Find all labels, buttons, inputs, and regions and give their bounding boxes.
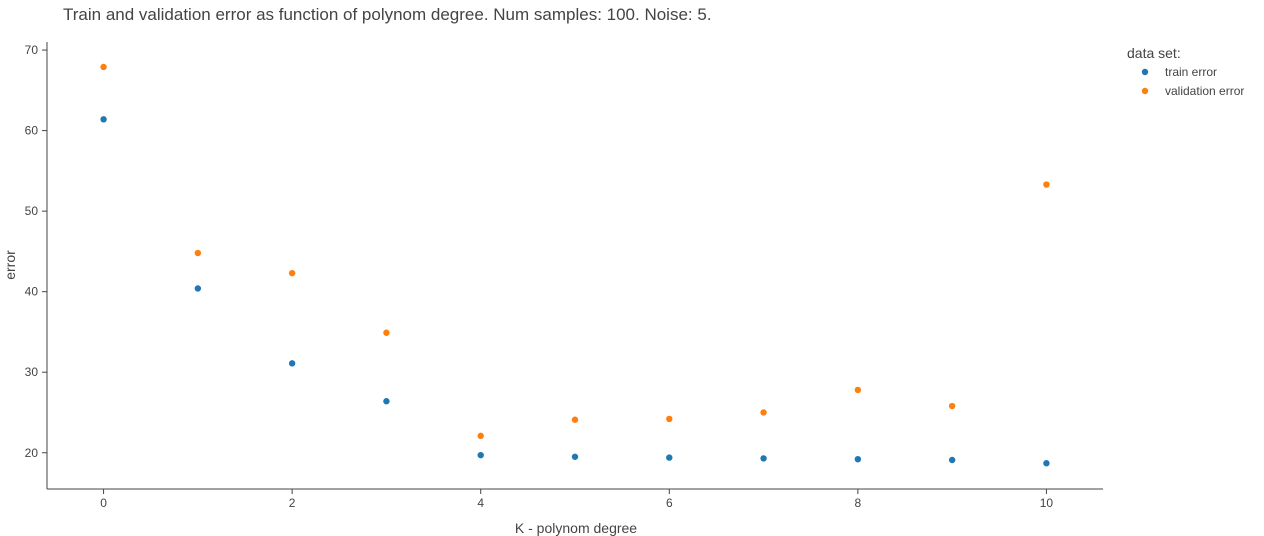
validation-error-point [571,416,579,423]
train-error-point [854,456,862,463]
train-error-legend-marker [1141,68,1149,76]
legend: data set: train error validation error [1127,45,1244,98]
validation-error-point [948,402,956,410]
y-ticks: 20 30 40 50 60 70 [25,43,47,460]
y-tick-label: 20 [25,446,39,460]
validation-error-point [666,415,673,423]
y-tick-label: 60 [25,124,39,138]
x-tick-label: 8 [855,496,862,510]
validation-error-point [1043,181,1050,188]
data-points [100,63,1050,467]
y-tick-label: 70 [25,43,39,57]
validation-error-point [194,249,202,257]
train-error-point [666,454,673,461]
validation-error-point [100,63,107,71]
x-tick-label: 6 [666,496,673,510]
train-error-point [477,451,484,459]
train-error-point [100,116,107,123]
train-error-point [1043,460,1050,467]
y-tick-label: 50 [25,204,39,218]
train-error-point [760,455,767,462]
train-error-point [383,398,390,405]
validation-error-point [760,409,767,416]
y-tick-label: 30 [25,365,39,379]
train-error-point [571,453,579,460]
validation-error-point [288,269,296,277]
validation-error-legend-label: validation error [1165,84,1244,98]
chart-title: Train and validation error as function o… [63,5,712,24]
legend-title: data set: [1127,45,1181,61]
x-ticks: 0 2 4 6 8 10 [100,489,1053,510]
train-error-legend-label: train error [1165,65,1217,79]
validation-error-point [854,386,862,394]
x-tick-label: 4 [477,496,484,510]
x-axis-title: K - polynom degree [515,520,637,536]
x-tick-label: 10 [1040,496,1054,510]
validation-error-legend-marker [1141,87,1149,95]
y-tick-label: 40 [25,285,39,299]
x-tick-label: 0 [100,496,107,510]
train-error-point [288,360,296,367]
y-axis-title: error [2,250,18,280]
train-error-point [194,285,202,292]
x-tick-label: 2 [289,496,296,510]
train-error-point [948,456,956,464]
validation-error-point [383,329,390,336]
validation-error-point [477,432,484,440]
